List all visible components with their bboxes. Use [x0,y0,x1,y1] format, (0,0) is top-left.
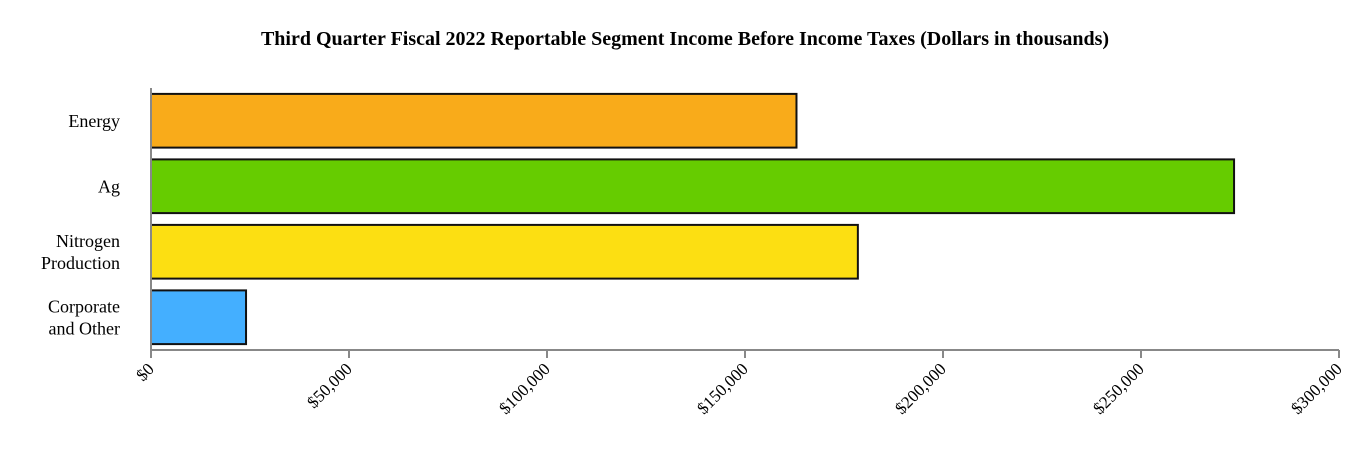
bar-energy [150,92,798,149]
bar-corporate-and-other [150,289,248,346]
category-label: Energy [68,111,120,131]
x-tick-label: $100,000 [495,359,554,418]
category-label: Corporate and Other [48,296,120,338]
bar-ag [150,158,1236,215]
category-label: Ag [98,176,120,196]
x-tick-label: $200,000 [891,359,950,418]
category-label: Nitrogen Production [41,231,120,273]
chart-title: Third Quarter Fiscal 2022 Reportable Seg… [260,28,1110,50]
x-tick-label: $150,000 [693,359,752,418]
x-tick-label: $250,000 [1089,359,1148,418]
x-ticks-group: $0 $50,000 $100,000 $150,000 $200,000 $250,00… [132,350,1346,418]
bar-nitrogen-production [150,223,859,280]
bars-group [150,92,1236,346]
x-tick-label: $50,000 [303,359,356,412]
x-tick-label: $300,000 [1287,359,1346,418]
category-labels-group: Energy Ag Nitrogen Production Corporate and O… [41,111,120,339]
x-tick-label: $0 [132,359,157,384]
